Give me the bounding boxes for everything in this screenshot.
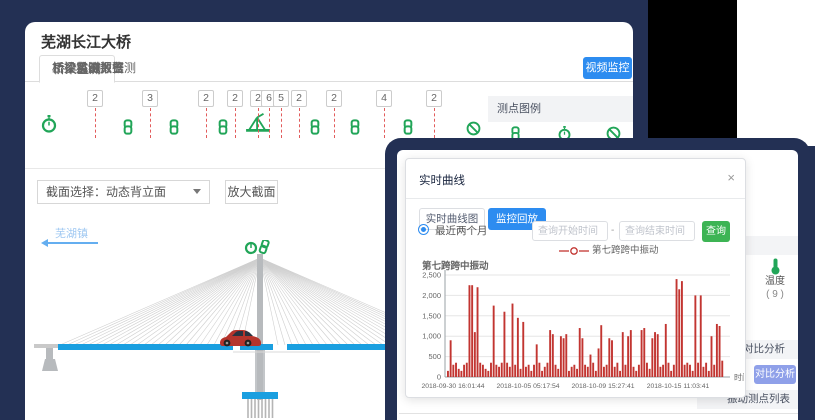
start-time-input[interactable]: [532, 221, 608, 241]
sensor-dash-line: [269, 108, 270, 138]
divider: [399, 413, 798, 414]
dialog-title: 实时曲线: [419, 175, 465, 187]
svg-text:2,000: 2,000: [422, 291, 441, 300]
close-icon[interactable]: ×: [727, 170, 735, 185]
legend-label: 第七跨跨中振动: [592, 245, 659, 256]
main-tab-2[interactable]: 桥梁监测报告: [52, 61, 125, 75]
divider: [25, 168, 633, 169]
realtime-curve-dialog: 实时曲线 × 实时曲线图 监控回放 最近两个月 - 查询 第七跨跨中振动: [405, 158, 746, 398]
thermometer-icon: [771, 258, 779, 275]
video-monitor-button[interactable]: 视频监控: [583, 57, 632, 79]
temperature-count: ( 9 ): [766, 289, 784, 300]
last-two-months-radio[interactable]: [418, 224, 429, 235]
svg-text:2018-09-30 16:01:44: 2018-09-30 16:01:44: [421, 383, 484, 390]
temperature-item[interactable]: 温度 ( 9 ): [757, 258, 793, 300]
pile-cap: [242, 392, 278, 399]
sensor-count-badge: 2: [198, 90, 214, 107]
section-select[interactable]: 动态背立面: [106, 185, 167, 199]
abutment-stem: [46, 348, 53, 360]
car: [220, 330, 261, 347]
sensor-count-badge: 4: [376, 90, 392, 107]
legend-panel-icons: [488, 126, 633, 166]
end-time-input[interactable]: [619, 221, 695, 241]
tower-clock-icon[interactable]: [244, 241, 258, 255]
sensor-dash-line: [384, 108, 385, 138]
svg-text:0: 0: [437, 373, 441, 382]
main-tab-4[interactable]: 桥梁系统报警: [52, 61, 125, 75]
sensor-dash-line: [150, 108, 151, 138]
svg-text:2018-10-05 05:17:54: 2018-10-05 05:17:54: [496, 383, 559, 390]
sensor-count-badge: 5: [273, 90, 289, 107]
tab-realtime-curve[interactable]: 实时曲线图: [419, 208, 485, 230]
foundation-piles: [247, 399, 274, 418]
zoom-section-button[interactable]: 放大截面: [225, 180, 278, 204]
sensor-count-badge: 2: [227, 90, 243, 107]
sensor-dash-line: [299, 108, 300, 138]
main-tab-1[interactable]: 桥梁实时数据: [52, 61, 125, 75]
sensor-dash-line: [258, 108, 259, 138]
svg-text:1,500: 1,500: [422, 311, 441, 320]
compare-analysis-button[interactable]: 对比分析: [754, 365, 796, 384]
sensor-count-badge: 2: [87, 90, 103, 107]
svg-text:2018-10-09 15:27:41: 2018-10-09 15:27:41: [571, 383, 634, 390]
bridge-tower: [257, 254, 263, 400]
sensor-dash-line: [434, 108, 435, 138]
svg-text:1,000: 1,000: [422, 332, 441, 341]
bridge-diagram: [34, 240, 400, 418]
svg-text:2018-10-15 11:03:41: 2018-10-15 11:03:41: [647, 383, 710, 390]
svg-text:500: 500: [428, 352, 441, 361]
abutment-base: [42, 359, 58, 371]
sensor-count-badge: 3: [142, 90, 158, 107]
sensor-count-badge: 2: [426, 90, 442, 107]
sensor-count-badge: 2: [291, 90, 307, 107]
abutment-cap: [34, 344, 58, 348]
sensor-count-badge: 2: [326, 90, 342, 107]
svg-text:2,500: 2,500: [422, 271, 441, 280]
main-tab-bar: 桥梁监测 桥梁实时数据 桥梁监测报告 工控机资源监测 桥梁系统报警: [25, 55, 633, 83]
background-black-area: [648, 0, 737, 146]
sensor-dash-line: [206, 108, 207, 138]
place-label: 芜湖镇: [55, 228, 88, 240]
tab-monitor-playback[interactable]: 监控回放: [488, 208, 546, 230]
section-select-label: 截面选择：: [46, 185, 107, 199]
chevron-down-icon: [193, 189, 201, 194]
background-white-area: [737, 0, 815, 146]
tower-chain-icon[interactable]: [258, 240, 270, 255]
dialog-header: 实时曲线 ×: [406, 159, 745, 199]
page-title: 芜湖长江大桥: [41, 34, 132, 51]
main-tab-3[interactable]: 工控机资源监测: [52, 61, 137, 75]
svg-text:时间: 时间: [734, 372, 744, 382]
sensor-dash-line: [334, 108, 335, 138]
query-button[interactable]: 查询: [702, 221, 730, 242]
modal-window-frame: 测点图例 温度 ( 9 ) 对比分析 对比分析 振动测点列表 实时曲线 × 实时…: [385, 138, 810, 420]
radio-label: 最近两个月: [435, 225, 488, 237]
left-arrow-icon: [41, 239, 98, 247]
legend-panel-header: 测点图例: [488, 96, 633, 122]
chart-title: 第七跨跨中振动: [422, 261, 489, 272]
sensor-dash-line: [235, 108, 236, 138]
temperature-label: 温度: [765, 276, 785, 287]
section-select-box: 截面选择： 动态背立面: [37, 180, 210, 204]
vibration-chart: 0 500 1,000 1,500 2,000 2,500 2018-09-30 16:01…: [421, 270, 744, 390]
main-tab-0[interactable]: 桥梁监测: [39, 55, 116, 83]
bridge-deck: [58, 344, 233, 350]
sensor-dash-line: [95, 108, 96, 138]
sensor-dash-line: [281, 108, 282, 138]
range-separator: -: [611, 225, 615, 236]
modal-window: 测点图例 温度 ( 9 ) 对比分析 对比分析 振动测点列表 实时曲线 × 实时…: [397, 150, 798, 420]
legend-marker-icon: [559, 247, 589, 255]
chart-legend: 第七跨跨中振动: [406, 246, 745, 257]
